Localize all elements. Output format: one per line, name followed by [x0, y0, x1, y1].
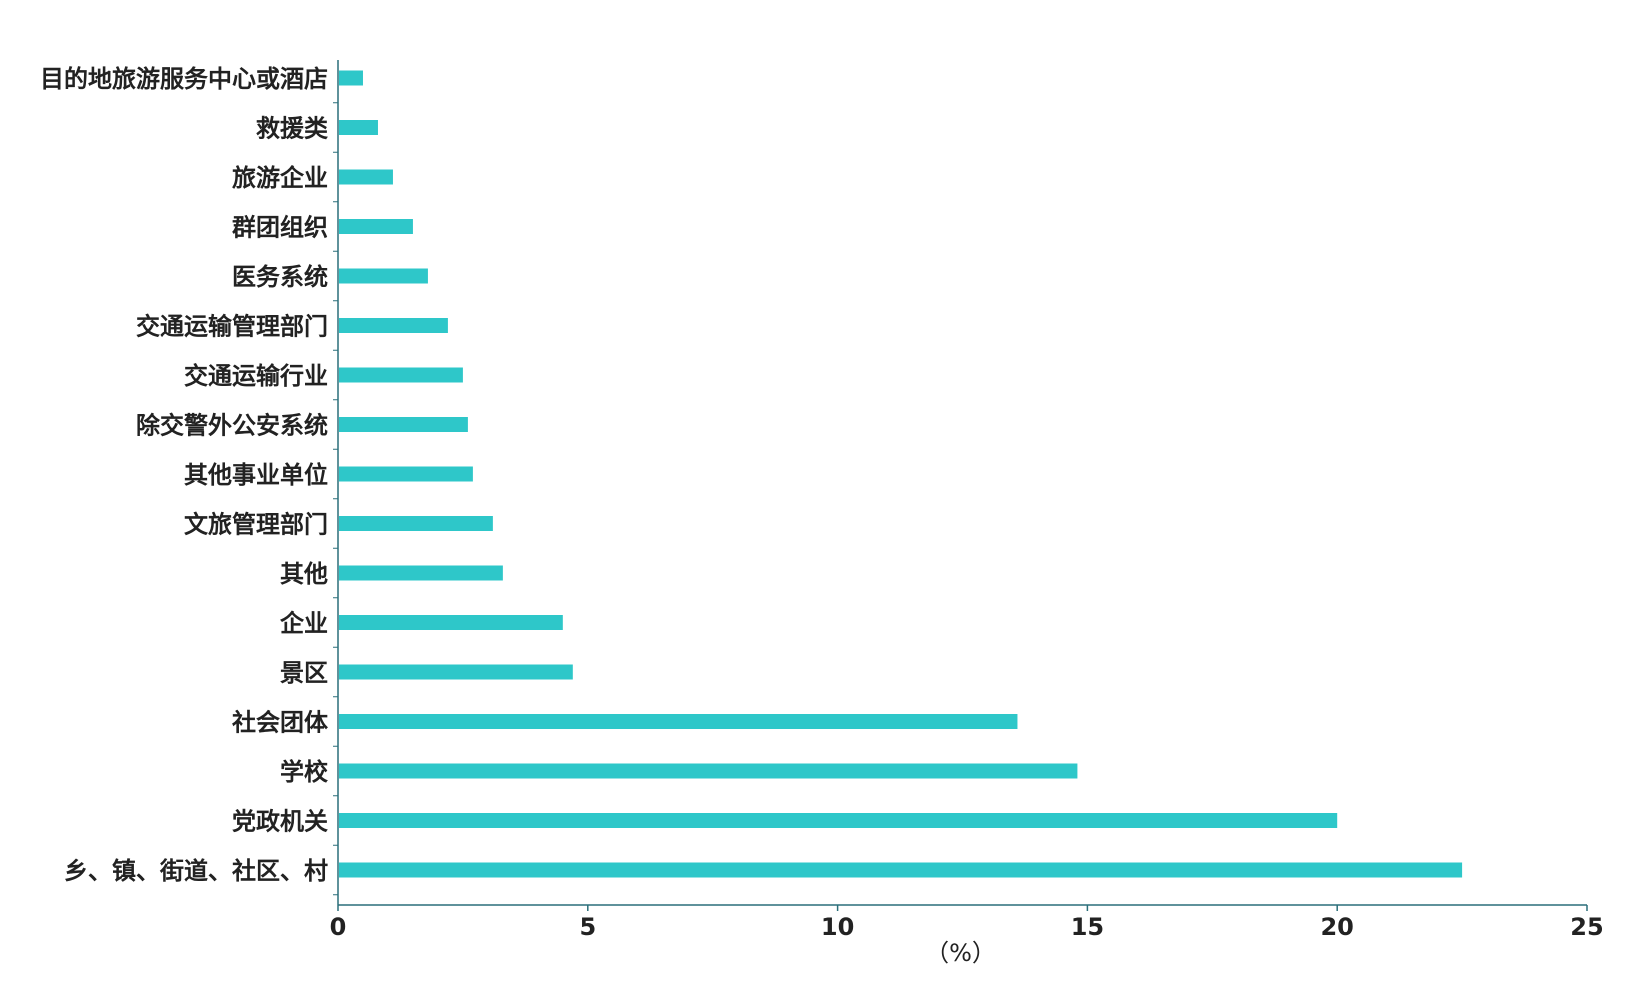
category-label: 其他: [280, 560, 328, 588]
category-label: 群团组织: [232, 214, 328, 242]
bar: [339, 615, 563, 630]
category-label: 救援类: [256, 115, 329, 143]
bar: [339, 318, 448, 333]
bars-group: [339, 70, 1463, 878]
bar: [339, 367, 463, 383]
category-label: 党政机关: [232, 808, 328, 836]
bar: [339, 565, 503, 581]
category-label: 医务系统: [232, 263, 328, 291]
category-label: 除交警外公安系统: [136, 412, 328, 440]
x-tick-label: 15: [1071, 913, 1104, 941]
category-label: 其他事业单位: [184, 461, 328, 489]
bar: [339, 664, 573, 680]
bar: [339, 714, 1018, 729]
bar: [339, 862, 1463, 878]
bar: [339, 120, 378, 135]
category-label: 企业: [280, 610, 328, 638]
bar: [339, 70, 363, 86]
x-tick-label: 5: [579, 913, 596, 941]
bar: [339, 813, 1338, 828]
category-label: 乡、镇、街道、社区、村: [64, 857, 328, 885]
category-label: 学校: [280, 758, 329, 786]
category-label: 文旅管理部门: [184, 511, 328, 539]
category-label: 社会团体: [232, 709, 329, 737]
x-tick-label: 10: [821, 913, 854, 941]
category-label: 交通运输管理部门: [136, 313, 328, 341]
x-axis-ticks: 0 5 10 15 20 25: [330, 905, 1604, 941]
x-axis-label: （%）: [925, 939, 996, 967]
x-tick-label: 25: [1570, 913, 1603, 941]
bar: [339, 169, 393, 185]
category-labels: 目的地旅游服务中心或酒店救援类旅游企业群团组织医务系统交通运输管理部门交通运输行…: [40, 65, 338, 896]
bar: [339, 516, 493, 531]
category-label: 目的地旅游服务中心或酒店: [40, 65, 328, 93]
bar: [339, 763, 1078, 779]
x-tick-label: 20: [1320, 913, 1353, 941]
bar: [339, 417, 468, 432]
bar: [339, 268, 428, 284]
category-label: 景区: [280, 659, 328, 687]
category-label: 交通运输行业: [184, 362, 328, 390]
bar: [339, 219, 413, 234]
category-label: 旅游企业: [232, 164, 328, 192]
bar: [339, 466, 473, 482]
x-tick-label: 0: [330, 913, 347, 941]
